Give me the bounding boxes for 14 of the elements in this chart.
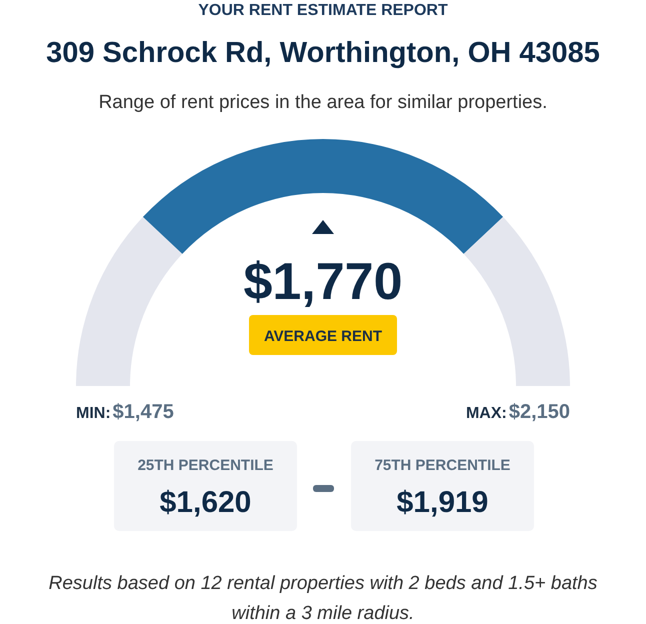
text: YOUR RENT ESTIMATE REPORT — [198, 2, 448, 19]
text: $1,919 — [396, 486, 488, 519]
text: $1,475 — [112, 401, 174, 423]
text: $1,770 — [243, 253, 403, 311]
text: $1,620 — [160, 486, 252, 519]
text: Results based on 12 rental properties with 2 beds and 1.5+ baths within a 3 mile radius. — [48, 573, 598, 624]
text: MIN: — [76, 405, 111, 422]
text: 75TH PERCENTILE — [374, 457, 510, 474]
chart-title: 309 Schrock Rd, Worthington, OH 43085 — [46, 37, 600, 69]
text: MAX: — [466, 405, 507, 422]
chart-subtitle: Range of rent prices in the area for similar properties. — [98, 92, 548, 113]
text: AVERAGE RENT — [264, 328, 382, 345]
text: 25TH PERCENTILE — [138, 457, 274, 474]
text: $2,150 — [508, 401, 570, 423]
